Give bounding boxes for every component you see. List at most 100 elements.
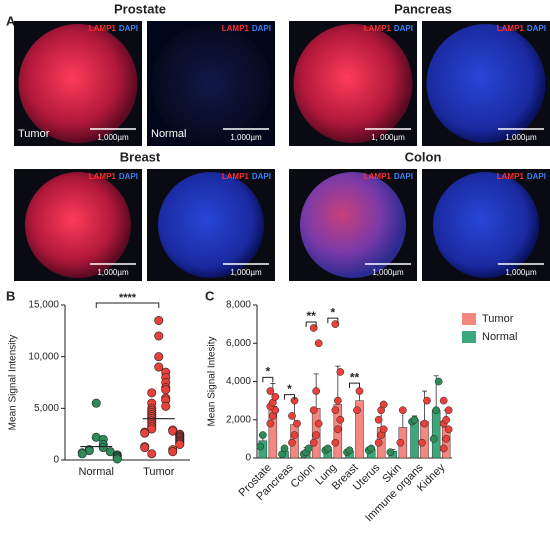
y-tick-label: 8,000 <box>226 300 251 311</box>
panel-label: C <box>205 288 215 303</box>
stain: DAPI <box>119 172 138 181</box>
significance-bracket <box>262 376 274 383</box>
scale-label: 1,000µm <box>230 133 262 142</box>
data-point <box>140 428 150 438</box>
data-point <box>154 331 164 341</box>
tissue-core <box>426 24 546 143</box>
y-tick-label: 5,000 <box>34 403 59 414</box>
data-point <box>432 406 441 415</box>
scale-label: 1,000µm <box>505 133 537 142</box>
data-point <box>304 444 313 453</box>
y-tick-label: 0 <box>245 453 251 464</box>
data-point <box>154 352 164 362</box>
stain: LAMP1 <box>89 172 117 181</box>
tissue-core <box>151 24 271 143</box>
data-point <box>161 401 171 411</box>
data-point <box>333 396 342 405</box>
scale-label: 1,000µm <box>97 268 129 277</box>
data-point <box>280 444 289 453</box>
stain: DAPI <box>527 24 546 33</box>
y-tick-label: 10,000 <box>28 351 59 362</box>
data-point <box>434 377 443 386</box>
data-point <box>112 454 122 464</box>
data-point <box>336 415 345 424</box>
data-point <box>355 387 364 395</box>
data-point <box>429 435 438 443</box>
significance-bracket <box>349 382 360 389</box>
data-point <box>168 447 178 457</box>
tissue-core <box>433 172 539 278</box>
data-point <box>323 444 332 453</box>
data-point <box>288 438 296 447</box>
stain-label: LAMP1 DAPI <box>89 172 138 181</box>
scale-label: 1,000µm <box>372 268 404 277</box>
legend-swatch <box>462 331 476 343</box>
data-point <box>374 438 383 447</box>
data-point <box>175 439 185 449</box>
panel-title: Pancreas <box>394 1 452 16</box>
data-point <box>336 368 345 376</box>
data-point <box>442 435 451 443</box>
y-axis-label: Mean Signal Intesity <box>207 336 218 426</box>
stain-label: LAMP1 DAPI <box>89 24 138 33</box>
y-tick-label: 15,000 <box>28 300 59 311</box>
tissue-core <box>18 24 138 143</box>
scale-label: 1,000µm <box>505 268 537 277</box>
significance-label: * <box>330 305 335 319</box>
image-label: Tumor <box>18 128 50 140</box>
panel-label: B <box>6 288 15 303</box>
data-point <box>444 425 453 434</box>
stain-label: LAMP1 DAPI <box>222 24 271 33</box>
data-point <box>442 415 451 424</box>
significance-label: ** <box>306 309 316 323</box>
data-point <box>91 398 101 408</box>
significance-label: * <box>265 365 270 379</box>
data-point <box>345 446 354 455</box>
data-point <box>271 392 280 401</box>
data-point <box>266 419 275 428</box>
data-point <box>333 425 342 434</box>
stain-label: LAMP1 DAPI <box>222 172 271 181</box>
legend-label: Normal <box>482 331 517 343</box>
x-tick-label: Colon <box>289 462 318 491</box>
data-point <box>420 419 429 428</box>
data-point <box>266 387 275 395</box>
data-point <box>309 406 318 415</box>
x-tick-label: Normal <box>79 466 114 478</box>
scale-label: 1,000µm <box>97 133 129 142</box>
data-point <box>309 438 318 447</box>
data-point <box>77 449 87 459</box>
data-point <box>439 396 448 405</box>
scale-label: 1, 000µm <box>371 133 405 142</box>
stain-label: LAMP1 DAPI <box>497 172 546 181</box>
data-point <box>353 406 361 415</box>
data-point <box>98 443 108 453</box>
data-point <box>140 443 150 453</box>
stain: LAMP1 <box>222 24 250 33</box>
stain-label: LAMP1 DAPI <box>364 24 413 33</box>
stain-label: LAMP1 DAPI <box>497 24 546 33</box>
scale-label: 1,000µm <box>230 268 262 277</box>
data-point <box>290 431 299 439</box>
legend-label: Tumor <box>482 313 514 325</box>
significance-bracket <box>327 317 339 324</box>
data-point <box>154 362 164 372</box>
panel-label: A <box>6 13 16 28</box>
data-point <box>379 425 388 434</box>
data-point <box>256 442 265 451</box>
data-point <box>309 324 318 332</box>
significance-bracket <box>95 302 160 308</box>
data-point <box>147 449 157 459</box>
panel-title: Colon <box>405 149 442 164</box>
data-point <box>312 431 321 439</box>
y-tick-label: 6,000 <box>226 338 251 349</box>
data-point <box>444 406 453 415</box>
tissue-core <box>158 172 264 278</box>
data-point <box>331 406 340 415</box>
stain: LAMP1 <box>222 172 250 181</box>
data-point <box>312 387 321 395</box>
y-axis-label: Mean Signal Intensity <box>8 335 19 431</box>
data-point <box>293 419 301 428</box>
